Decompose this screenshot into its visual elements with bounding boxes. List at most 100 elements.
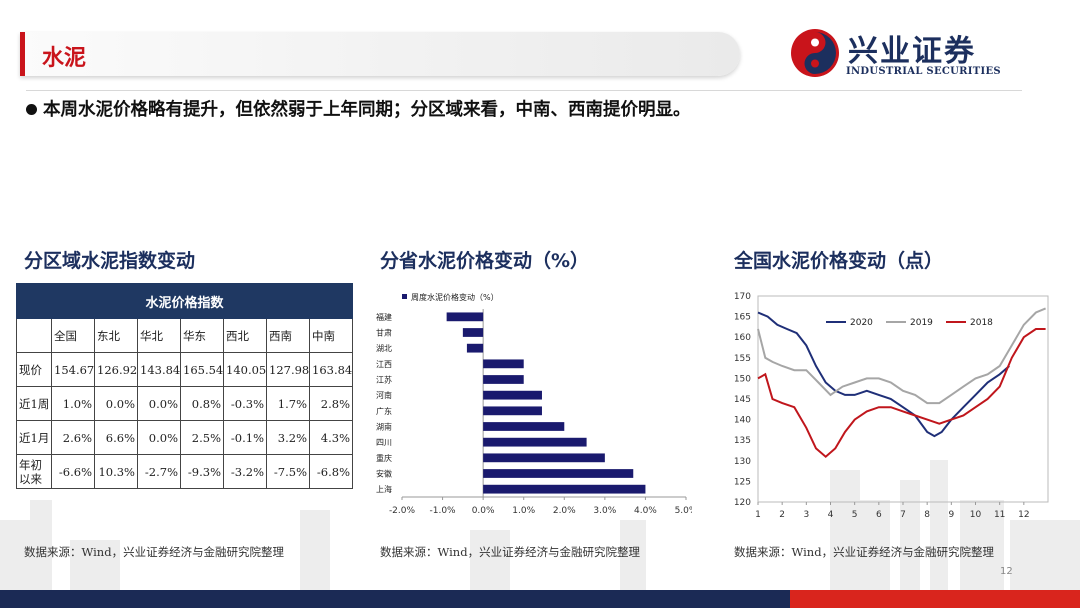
- page-number: 12: [1000, 566, 1013, 577]
- footer-bar-red: [790, 590, 1080, 608]
- category-label: 甘肃: [376, 328, 392, 338]
- page-title: 水泥: [42, 46, 87, 71]
- x-tick-label: 5.0%: [675, 506, 692, 516]
- table-row: 近1月 2.6% 6.6% 0.0% 2.5% -0.1% 3.2% 4.3%: [16, 420, 354, 455]
- legend-label: 2018: [970, 318, 993, 328]
- table-cell: 6.6%: [94, 420, 138, 455]
- bar-panel-title: 分省水泥价格变动（%）: [380, 250, 590, 272]
- title-bar: 水泥: [20, 32, 740, 76]
- x-tick-label: 1.0%: [512, 506, 535, 516]
- column-header: 东北: [94, 318, 138, 353]
- table-cell: 1.7%: [266, 386, 310, 421]
- category-label: 江西: [376, 360, 392, 369]
- category-label: 安徽: [376, 469, 392, 479]
- table-cell: 126.92: [94, 352, 138, 387]
- table-cell: 2.5%: [180, 420, 224, 455]
- x-tick-label: 9: [948, 510, 954, 520]
- bar: [483, 437, 587, 447]
- bar: [483, 469, 634, 478]
- source-note: 数据来源：Wind，兴业证券经济与金融研究院整理: [24, 545, 285, 559]
- table-panel-title: 分区域水泥指数变动: [24, 250, 196, 272]
- plot-frame: [757, 295, 1049, 503]
- y-tick-label: 135: [734, 436, 751, 446]
- row-label: 近1月: [16, 420, 52, 455]
- category-label: 福建: [376, 312, 392, 322]
- bar: [483, 390, 542, 400]
- bar: [483, 359, 524, 369]
- category-label: 江苏: [376, 375, 392, 385]
- x-tick-label: 3: [803, 510, 809, 520]
- row-label: 现价: [16, 352, 52, 387]
- series-line-2020: [757, 311, 1010, 438]
- y-tick-label: 150: [734, 374, 751, 384]
- line-panel-title: 全国水泥价格变动（点）: [734, 250, 944, 272]
- column-header: 西北: [223, 318, 267, 353]
- column-header: 中南: [308, 318, 354, 353]
- table-cell: 2.8%: [308, 386, 354, 421]
- table-cell: -0.1%: [223, 420, 267, 455]
- table-row: 近1周 1.0% 0.0% 0.0% 0.8% -0.3% 1.7% 2.8%: [16, 386, 354, 421]
- table-cell: 10.3%: [94, 454, 138, 489]
- bullet-dot-icon: [26, 104, 37, 115]
- y-tick-label: 145: [734, 395, 751, 405]
- category-label: 河南: [376, 390, 392, 400]
- bar: [462, 328, 484, 337]
- table-header-row: 全国 东北 华北 华东 西北 西南 中南: [16, 318, 354, 353]
- category-label: 上海: [376, 484, 392, 494]
- logo-mark-icon: [791, 29, 839, 77]
- x-tick-label: 6: [876, 510, 882, 520]
- table-banner: 水泥价格指数: [15, 283, 354, 319]
- table-cell: 163.84: [308, 352, 354, 387]
- bar: [483, 406, 542, 416]
- legend-label: 2020: [850, 318, 873, 328]
- y-tick-label: 140: [734, 416, 751, 426]
- legend-label: 2019: [910, 318, 933, 328]
- y-tick-label: 160: [734, 333, 751, 343]
- x-tick-label: 12: [1018, 510, 1029, 520]
- column-header: 全国: [51, 318, 95, 353]
- table-cell: 154.67: [51, 352, 95, 387]
- table-cell: -9.3%: [180, 454, 224, 489]
- category-label: 广东: [376, 406, 392, 416]
- table-cell: 127.98: [266, 352, 310, 387]
- x-tick-label: 2.0%: [553, 506, 576, 516]
- table-cell: -3.2%: [223, 454, 267, 489]
- x-tick-label: 11: [994, 510, 1005, 520]
- table-cell: 140.05: [223, 352, 267, 387]
- column-header: 华北: [137, 318, 181, 353]
- table-cell: -7.5%: [266, 454, 310, 489]
- x-tick-label: 5: [852, 510, 858, 520]
- table-cell: 2.6%: [51, 420, 95, 455]
- logo-name-cn: 兴业证券: [848, 34, 976, 69]
- table-cell: 0.8%: [180, 386, 224, 421]
- column-header: 华东: [180, 318, 224, 353]
- bar: [446, 312, 484, 322]
- table-cell: -0.3%: [223, 386, 267, 421]
- x-tick-label: 1: [755, 510, 761, 520]
- row-label: 近1周: [16, 386, 52, 421]
- y-tick-label: 155: [734, 354, 751, 364]
- y-tick-label: 120: [734, 498, 751, 508]
- x-tick-label: 10: [970, 510, 982, 520]
- table-cell: 0.0%: [137, 420, 181, 455]
- table-cell: -2.7%: [137, 454, 181, 489]
- company-logo: 兴业证券 INDUSTRIAL SECURITIES: [788, 26, 1018, 80]
- title-accent: [20, 32, 25, 76]
- legend-swatch: [402, 294, 407, 299]
- table-cell: 4.3%: [308, 420, 354, 455]
- table-row: 年初以来 -6.6% 10.3% -2.7% -9.3% -3.2% -7.5%…: [16, 454, 354, 489]
- series-line-2019: [757, 307, 1046, 405]
- x-tick-label: -1.0%: [430, 506, 457, 516]
- source-note: 数据来源：Wind，兴业证券经济与金融研究院整理: [734, 545, 995, 559]
- x-tick-label: 2: [779, 510, 785, 520]
- series-line-2018: [757, 328, 1046, 459]
- category-label: 湖北: [376, 344, 392, 353]
- summary-bullet: 本周水泥价格略有提升，但依然弱于上年同期；分区域来看，中南、西南提价明显。: [26, 96, 691, 121]
- bar: [483, 484, 646, 494]
- table-cell: 143.84: [137, 352, 181, 387]
- table-cell: 165.54: [180, 352, 224, 387]
- category-label: 湖南: [376, 422, 392, 432]
- divider: [26, 90, 1022, 91]
